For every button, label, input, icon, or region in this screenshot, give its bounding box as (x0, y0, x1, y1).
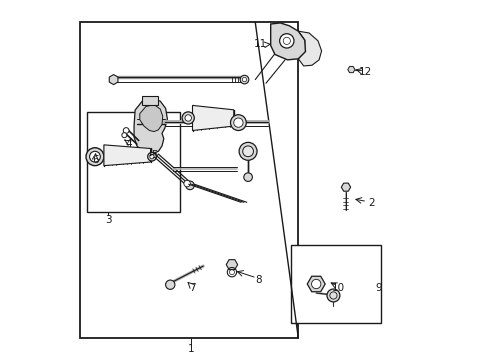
Text: 9: 9 (375, 283, 382, 293)
Circle shape (86, 148, 104, 166)
Text: 8: 8 (254, 275, 261, 285)
Circle shape (279, 34, 293, 48)
Bar (86, 112, 180, 212)
Circle shape (149, 154, 154, 159)
Text: 5: 5 (150, 150, 157, 160)
Circle shape (147, 152, 156, 161)
Polygon shape (270, 23, 305, 60)
Circle shape (184, 115, 191, 121)
Circle shape (326, 289, 339, 302)
Circle shape (239, 142, 257, 160)
Bar (290, 244, 380, 323)
Polygon shape (347, 67, 354, 73)
Bar (80, 22, 298, 338)
Text: 10: 10 (331, 283, 345, 293)
Circle shape (122, 133, 126, 138)
Circle shape (240, 75, 248, 84)
Polygon shape (134, 98, 167, 154)
Polygon shape (298, 31, 321, 66)
Text: 1: 1 (187, 344, 194, 354)
Circle shape (183, 180, 190, 187)
Circle shape (242, 146, 253, 157)
Circle shape (283, 37, 290, 44)
Text: 6: 6 (92, 155, 99, 165)
Circle shape (242, 77, 246, 82)
Circle shape (329, 292, 336, 299)
Circle shape (230, 115, 246, 131)
Polygon shape (142, 96, 158, 105)
Polygon shape (226, 260, 237, 270)
Circle shape (123, 128, 129, 134)
Circle shape (165, 280, 175, 289)
Circle shape (233, 118, 243, 127)
Text: 12: 12 (359, 67, 372, 77)
Circle shape (311, 279, 320, 289)
Polygon shape (104, 145, 150, 166)
Circle shape (185, 181, 194, 190)
Polygon shape (109, 75, 118, 85)
Text: 4: 4 (125, 139, 132, 149)
Polygon shape (192, 105, 233, 131)
Text: 11: 11 (253, 40, 266, 49)
Text: 2: 2 (367, 198, 374, 208)
Polygon shape (306, 276, 325, 292)
Text: 7: 7 (189, 283, 195, 293)
Text: 3: 3 (105, 215, 111, 225)
Circle shape (89, 151, 100, 162)
Polygon shape (140, 105, 163, 132)
Circle shape (182, 112, 194, 124)
Circle shape (244, 173, 252, 181)
Polygon shape (341, 183, 350, 191)
